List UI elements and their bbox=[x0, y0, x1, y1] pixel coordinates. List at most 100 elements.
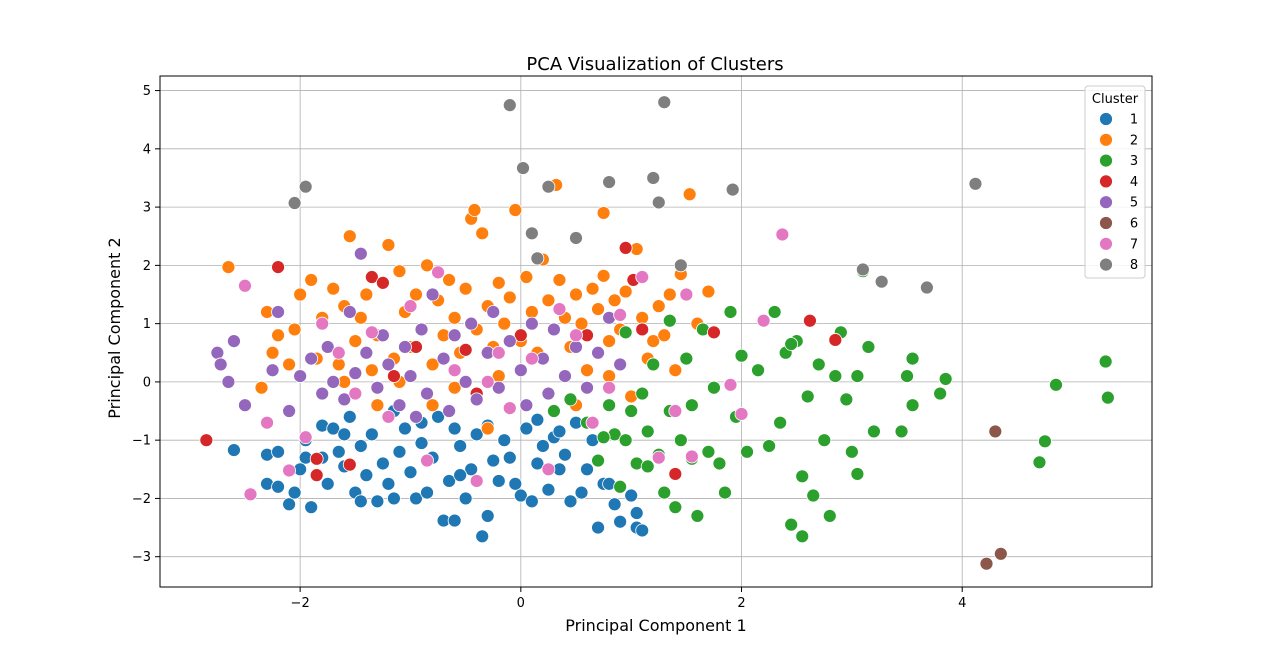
cluster-3-point bbox=[618, 433, 633, 448]
cluster-2-point bbox=[265, 345, 280, 360]
cluster-3-point bbox=[817, 433, 832, 448]
cluster-2-point bbox=[646, 334, 661, 349]
cluster-3-point bbox=[646, 357, 661, 372]
cluster-5-point bbox=[541, 386, 556, 401]
y-tick-label: 4 bbox=[143, 142, 151, 157]
legend-label-4: 4 bbox=[1130, 175, 1138, 190]
y-tick-label: −3 bbox=[132, 550, 151, 565]
cluster-3-point bbox=[795, 469, 810, 484]
cluster-7-point bbox=[541, 462, 556, 477]
cluster-1-point bbox=[491, 474, 506, 488]
cluster-1-point bbox=[558, 447, 572, 462]
cluster-3-point bbox=[861, 340, 876, 354]
cluster-8-point bbox=[530, 251, 545, 266]
legend: Cluster 1 2 3 4 5 6 7 8 bbox=[1084, 85, 1146, 279]
cluster-1-point bbox=[326, 421, 341, 436]
cluster-1-point bbox=[320, 476, 335, 491]
cluster-7-point bbox=[381, 409, 396, 424]
cluster-7-point bbox=[469, 474, 484, 488]
legend-label-3: 3 bbox=[1130, 154, 1138, 169]
cluster-2-point bbox=[458, 281, 473, 296]
cluster-2-point bbox=[370, 398, 385, 413]
y-tick-label: 1 bbox=[143, 317, 151, 332]
cluster-1-point bbox=[375, 456, 390, 471]
cluster-5-point bbox=[442, 404, 457, 418]
cluster-3-point bbox=[613, 479, 628, 494]
cluster-7-point bbox=[613, 307, 628, 322]
cluster-3-point bbox=[850, 369, 865, 383]
cluster-4-point bbox=[513, 328, 528, 343]
cluster-2-point bbox=[254, 380, 269, 395]
legend-label-7: 7 bbox=[1130, 237, 1138, 252]
cluster-3-point bbox=[684, 398, 699, 413]
cluster-2-point bbox=[602, 369, 617, 383]
cluster-3-point bbox=[751, 363, 765, 378]
cluster-3-point bbox=[844, 444, 859, 459]
cluster-2-point bbox=[602, 334, 617, 349]
cluster-7-point bbox=[684, 449, 699, 464]
cluster-1-point bbox=[535, 439, 550, 453]
cluster-3-point bbox=[800, 389, 815, 404]
legend-marker-3 bbox=[1099, 153, 1113, 168]
cluster-1-point bbox=[447, 513, 462, 528]
cluster-2-point bbox=[364, 363, 379, 378]
cluster-5-point bbox=[282, 404, 297, 418]
cluster-7-point bbox=[651, 450, 666, 465]
cluster-3-point bbox=[767, 305, 782, 319]
cluster-7-point bbox=[552, 302, 567, 316]
legend-label-5: 5 bbox=[1130, 196, 1138, 211]
legend-marker-8 bbox=[1099, 257, 1113, 272]
cluster-5-point bbox=[265, 363, 280, 378]
cluster-5-point bbox=[464, 316, 479, 331]
legend-label-6: 6 bbox=[1130, 217, 1138, 232]
scatter-points bbox=[199, 95, 1115, 571]
cluster-6-point bbox=[993, 546, 1008, 561]
cluster-1-point bbox=[480, 509, 495, 523]
cluster-3-point bbox=[679, 351, 694, 366]
cluster-2-point bbox=[668, 363, 683, 378]
legend-box bbox=[1084, 85, 1146, 279]
cluster-1-point bbox=[420, 485, 434, 500]
cluster-5-point bbox=[420, 386, 434, 401]
cluster-2-point bbox=[519, 270, 534, 284]
cluster-2-point bbox=[580, 363, 594, 378]
y-tick-label: 2 bbox=[143, 259, 151, 274]
cluster-1-point bbox=[364, 427, 379, 442]
cluster-8-point bbox=[646, 171, 661, 185]
cluster-8-point bbox=[657, 95, 672, 110]
grid-lines bbox=[160, 76, 1152, 587]
cluster-7-point bbox=[524, 351, 539, 366]
cluster-3-point bbox=[762, 439, 777, 453]
cluster-2-point bbox=[552, 273, 567, 287]
cluster-3-point bbox=[894, 424, 909, 439]
cluster-3-point bbox=[563, 392, 578, 407]
cluster-1-point bbox=[447, 421, 462, 436]
cluster-8-point bbox=[516, 161, 530, 175]
cluster-3-point bbox=[933, 386, 948, 401]
cluster-5-point bbox=[436, 351, 451, 366]
cluster-5-point bbox=[381, 357, 396, 372]
cluster-4-point bbox=[828, 333, 843, 347]
cluster-7-point bbox=[348, 386, 363, 401]
cluster-2-point bbox=[359, 287, 374, 302]
cluster-1-point bbox=[508, 476, 523, 491]
cluster-1-point bbox=[497, 433, 512, 448]
cluster-4-point bbox=[707, 325, 721, 340]
cluster-8-point bbox=[874, 274, 889, 289]
cluster-5-point bbox=[398, 340, 412, 354]
cluster-8-point bbox=[541, 179, 556, 194]
cluster-3-point bbox=[1098, 354, 1113, 369]
cluster-3-point bbox=[640, 424, 655, 439]
cluster-1-point bbox=[458, 491, 473, 506]
cluster-8-point bbox=[673, 258, 688, 273]
cluster-5-point bbox=[447, 328, 462, 343]
cluster-3-point bbox=[811, 357, 826, 372]
cluster-7-point bbox=[403, 299, 418, 314]
cluster-5-point bbox=[342, 305, 357, 319]
cluster-3-point bbox=[707, 380, 721, 395]
cluster-5-point bbox=[502, 334, 517, 349]
cluster-8-point bbox=[855, 262, 870, 277]
cluster-4-point bbox=[309, 468, 324, 483]
cluster-3-point bbox=[668, 500, 683, 515]
cluster-1-point bbox=[607, 497, 622, 512]
